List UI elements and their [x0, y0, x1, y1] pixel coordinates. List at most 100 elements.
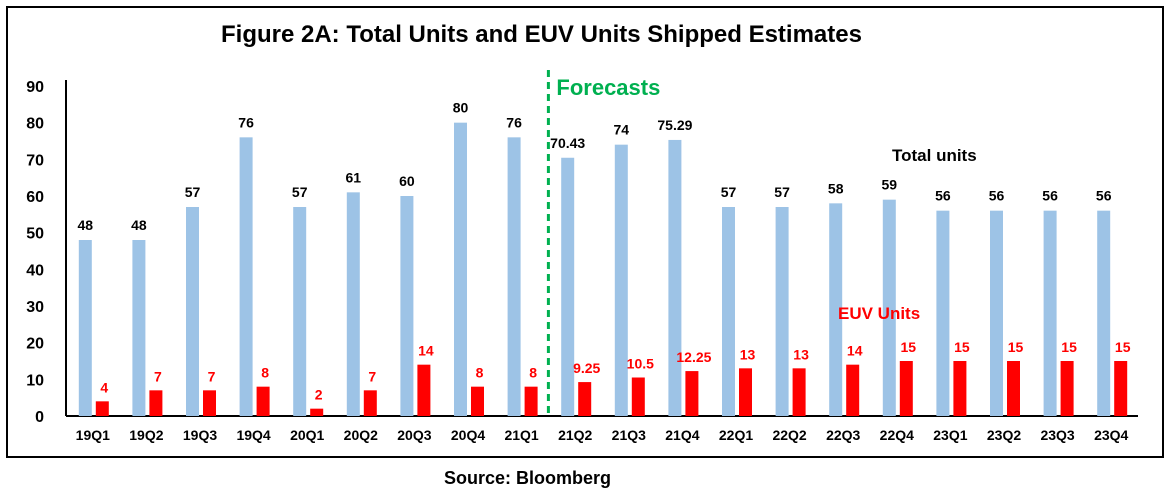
x-tick-label: 20Q2	[344, 427, 378, 443]
euv-units-bar	[1007, 361, 1020, 416]
x-tick-label: 23Q1	[933, 427, 967, 443]
total-units-bar	[186, 207, 199, 416]
euv-units-data-label: 4	[100, 379, 108, 395]
euv-units-bar	[739, 368, 752, 416]
total-units-data-label: 48	[131, 217, 147, 233]
y-tick-label: 10	[26, 372, 44, 389]
x-tick-label: 20Q1	[290, 427, 324, 443]
euv-units-bar	[899, 361, 913, 416]
euv-units-series-label: EUV Units	[838, 304, 920, 323]
x-tick-label: 20Q3	[397, 427, 431, 443]
euv-units-data-label: 15	[1061, 339, 1077, 355]
euv-units-data-label: 8	[261, 365, 269, 381]
euv-units-data-label: 9.25	[573, 360, 600, 376]
euv-units-data-label: 14	[847, 343, 863, 359]
euv-units-data-label: 7	[208, 368, 216, 384]
total-units-data-label: 80	[453, 100, 469, 116]
x-tick-label: 21Q2	[558, 427, 592, 443]
total-units-bar	[346, 192, 360, 416]
total-units-bar	[293, 207, 307, 416]
y-tick-label: 30	[26, 299, 44, 316]
total-units-series-label: Total units	[892, 146, 977, 165]
euv-units-bar	[417, 364, 431, 416]
x-tick-label: 21Q1	[504, 427, 538, 443]
total-units-data-label: 57	[721, 184, 737, 200]
x-tick-label: 23Q4	[1094, 427, 1128, 443]
euv-units-bar	[685, 371, 699, 416]
euv-units-bar	[953, 361, 967, 416]
euv-units-data-label: 7	[154, 368, 162, 384]
total-units-data-label: 74	[614, 122, 630, 138]
euv-units-bar	[792, 368, 806, 416]
euv-units-bar	[846, 364, 860, 416]
total-units-bar	[775, 207, 789, 416]
euv-units-bar	[1114, 361, 1128, 416]
euv-units-bar	[471, 386, 484, 416]
total-units-bar	[400, 196, 414, 416]
total-units-data-label: 48	[78, 217, 94, 233]
x-tick-label: 19Q3	[183, 427, 217, 443]
x-tick-label: 20Q4	[451, 427, 485, 443]
total-units-bar	[614, 144, 628, 416]
source-note: Source: Bloomberg	[444, 468, 611, 488]
euv-units-bar	[363, 390, 377, 416]
euv-units-data-label: 2	[315, 387, 323, 403]
total-units-data-label: 57	[292, 184, 308, 200]
x-tick-label: 23Q2	[987, 427, 1021, 443]
x-tick-label: 22Q1	[719, 427, 753, 443]
euv-units-data-label: 13	[793, 346, 809, 362]
y-tick-label: 60	[26, 189, 44, 206]
total-units-data-label: 76	[238, 114, 254, 130]
y-tick-label: 50	[26, 226, 44, 243]
total-units-bar	[1043, 210, 1057, 416]
chart-frame: Figure 2A: Total Units and EUV Units Shi…	[6, 6, 1164, 458]
total-units-data-label: 57	[774, 184, 790, 200]
x-tick-label: 23Q3	[1040, 427, 1074, 443]
total-units-data-label: 60	[399, 173, 415, 189]
euv-units-data-label: 15	[1008, 339, 1024, 355]
euv-units-data-label: 15	[1115, 339, 1131, 355]
euv-units-bar	[524, 386, 538, 416]
euv-units-data-label: 8	[529, 365, 537, 381]
y-tick-label: 70	[26, 152, 44, 169]
total-units-data-label: 56	[935, 188, 951, 204]
x-tick-label: 22Q4	[880, 427, 914, 443]
euv-units-bar	[203, 390, 216, 416]
forecast-label: Forecasts	[556, 75, 660, 100]
y-tick-label: 90	[26, 79, 44, 96]
total-units-bar	[882, 199, 896, 416]
x-tick-label: 19Q1	[76, 427, 110, 443]
euv-units-bar	[95, 401, 109, 416]
x-tick-label: 19Q2	[129, 427, 163, 443]
total-units-data-label: 56	[1096, 188, 1112, 204]
y-tick-label: 20	[26, 336, 44, 353]
chart-canvas: Figure 2A: Total Units and EUV Units Shi…	[26, 21, 1138, 443]
total-units-bar	[936, 210, 950, 416]
euv-units-bar	[310, 408, 324, 416]
euv-units-bar	[256, 386, 270, 416]
y-tick-label: 0	[35, 409, 44, 426]
total-units-bar	[668, 139, 682, 417]
x-tick-label: 21Q4	[665, 427, 699, 443]
x-tick-label: 22Q2	[772, 427, 806, 443]
total-units-bar	[1097, 210, 1111, 416]
total-units-data-label: 57	[185, 184, 201, 200]
x-tick-label: 21Q3	[612, 427, 646, 443]
source-footer: Source: Bloomberg	[444, 468, 611, 488]
total-units-data-label: 56	[989, 188, 1005, 204]
euv-units-data-label: 7	[368, 368, 376, 384]
total-units-bar	[990, 210, 1003, 416]
total-units-bar	[78, 240, 92, 416]
euv-units-data-label: 13	[740, 346, 756, 362]
total-units-bar	[561, 157, 575, 417]
total-units-data-label: 75.29	[657, 117, 692, 133]
euv-units-data-label: 15	[901, 339, 917, 355]
plot-area: 0 10 20 30 40 50 60 70 80 90 48 4 19Q1 48 7 19Q2 57 7 19Q3…	[26, 70, 1138, 443]
total-units-data-label: 56	[1042, 188, 1058, 204]
total-units-bar	[132, 240, 146, 416]
total-units-data-label: 76	[506, 114, 522, 130]
euv-units-data-label: 12.25	[676, 349, 711, 365]
total-units-bar	[829, 203, 843, 416]
euv-units-data-label: 14	[418, 343, 434, 359]
y-tick-label: 40	[26, 262, 44, 279]
